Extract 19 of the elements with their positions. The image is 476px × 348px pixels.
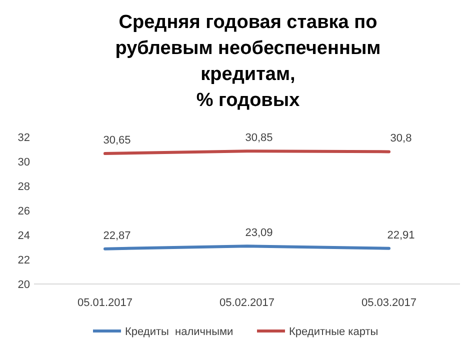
data-label: 30,65 xyxy=(103,134,131,147)
data-label: 23,09 xyxy=(245,227,273,240)
y-tick-label: 24 xyxy=(18,230,30,242)
legend-label: Кредитные карты xyxy=(289,326,378,338)
y-tick-label: 28 xyxy=(18,181,30,193)
y-tick-label: 30 xyxy=(18,156,30,168)
data-label: 22,87 xyxy=(103,230,131,242)
chart-title: Средняя годовая ставка по рублевым необеспеченным кредитам, % годовых xyxy=(115,12,381,111)
legend-label: Кредиты наличными xyxy=(125,326,234,338)
y-tick-label: 32 xyxy=(18,132,30,144)
y-tick-label: 20 xyxy=(18,279,30,291)
y-tick-label: 26 xyxy=(18,206,30,218)
data-label: 30,8 xyxy=(390,132,412,145)
y-tick-label: 22 xyxy=(18,254,30,266)
x-tick-label: 05.02.2017 xyxy=(219,297,275,309)
data-label: 30,85 xyxy=(245,132,273,144)
x-tick-label: 05.01.2017 xyxy=(77,297,133,309)
x-tick-label: 05.03.2017 xyxy=(361,297,417,309)
data-label: 22,91 xyxy=(387,229,415,242)
